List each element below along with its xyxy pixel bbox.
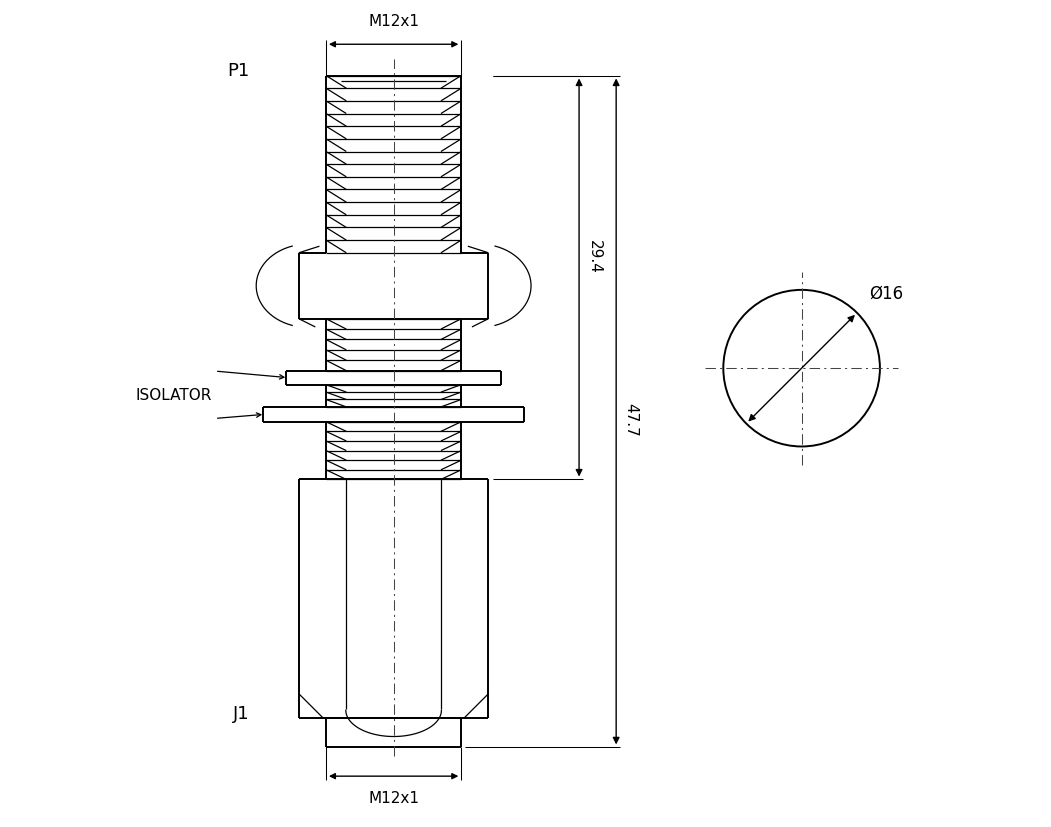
- Text: P1: P1: [227, 63, 249, 80]
- Text: 47.7: 47.7: [623, 403, 639, 437]
- Text: ISOLATOR: ISOLATOR: [136, 389, 212, 404]
- Text: M12x1: M12x1: [368, 14, 419, 30]
- Text: 29.4: 29.4: [586, 240, 601, 274]
- Text: J1: J1: [232, 705, 249, 724]
- Text: Ø16: Ø16: [869, 285, 904, 303]
- Text: M12x1: M12x1: [368, 791, 419, 806]
